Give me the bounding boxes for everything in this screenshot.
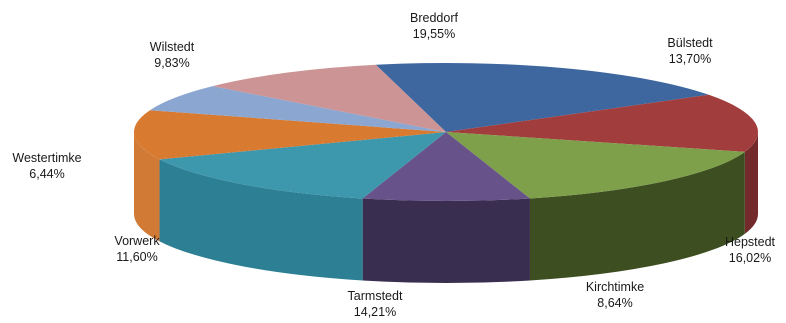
pie-slice-wilstedt bbox=[212, 64, 446, 132]
pie-tops bbox=[133, 63, 758, 201]
slice-label-breddorf: Breddorf bbox=[410, 11, 458, 25]
pie-labels: Breddorf 19,55% Bülstedt 13,70% Hepstedt 16,0… bbox=[12, 11, 775, 319]
pie-slice-kirchtimke bbox=[362, 132, 530, 201]
slice-label-bulstedt: Bülstedt bbox=[667, 36, 713, 50]
pie-side-kirchtimke bbox=[362, 198, 530, 283]
slice-label-tarmstedt: Tarmstedt bbox=[348, 289, 403, 303]
slice-value-bulstedt: 13,70% bbox=[669, 52, 711, 66]
slice-value-vorwerk: 11,60% bbox=[116, 250, 157, 264]
slice-value-tarmstedt: 14,21% bbox=[354, 305, 396, 319]
slice-value-kirchtimke: 8,64% bbox=[597, 296, 632, 310]
pie-slice-breddorf bbox=[375, 63, 709, 132]
slice-label-vorwerk: Vorwerk bbox=[114, 234, 160, 248]
pie-slice-bulstedt bbox=[446, 94, 758, 152]
pie-side-tarmstedt bbox=[159, 159, 363, 281]
pie-side-hepstedt bbox=[529, 151, 745, 281]
pie-slice-westertimke bbox=[149, 86, 447, 132]
slice-value-breddorf: 19,55% bbox=[413, 27, 455, 41]
slice-label-hepstedt: Hepstedt bbox=[725, 235, 776, 249]
slice-label-westertimke: Westertimke bbox=[12, 151, 81, 165]
pie-slice-hepstedt bbox=[446, 132, 745, 199]
slice-value-hepstedt: 16,02% bbox=[729, 251, 771, 265]
slice-label-kirchtimke: Kirchtimke bbox=[586, 280, 644, 294]
pie-sides bbox=[134, 132, 758, 283]
pie-slice-tarmstedt bbox=[159, 132, 447, 199]
pie-slice-vorwerk bbox=[133, 110, 446, 160]
slice-value-westertimke: 6,44% bbox=[29, 167, 64, 181]
slice-value-wilstedt: 9,83% bbox=[154, 56, 189, 70]
pie-side-vorwerk bbox=[134, 132, 160, 242]
pie-side-bulstedt bbox=[744, 132, 758, 234]
slice-label-wilstedt: Wilstedt bbox=[150, 40, 195, 54]
